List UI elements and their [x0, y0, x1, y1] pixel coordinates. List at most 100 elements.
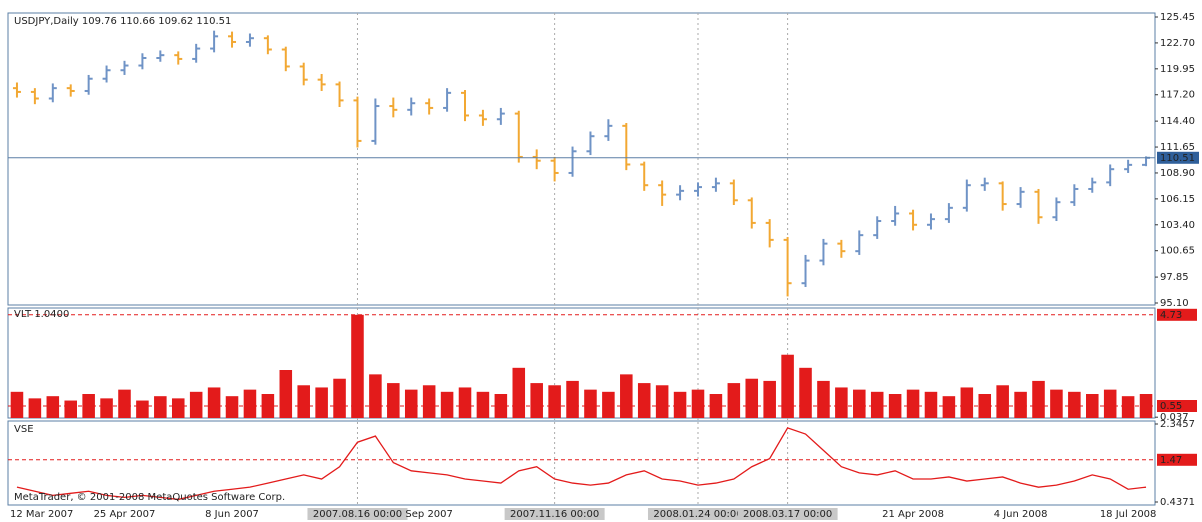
bar [906, 389, 920, 418]
bar [100, 398, 113, 418]
x-tick-label: 4 Jun 2008 [994, 509, 1048, 520]
bar [351, 314, 364, 418]
y-tick-label: 119.95 [1160, 64, 1195, 75]
x-tick-label: 2008.01.24 00:00 [653, 509, 742, 520]
x-tick-label: 12 Mar 2007 [10, 509, 73, 520]
bar [960, 387, 974, 418]
bar [64, 400, 77, 418]
y-tick-label: 106.15 [1160, 194, 1195, 205]
y-tick-label: 103.40 [1160, 220, 1195, 231]
bar [404, 389, 418, 418]
bar [1086, 394, 1099, 418]
indicator-title: VSE [14, 424, 34, 435]
bar [870, 391, 884, 418]
bar [584, 389, 597, 418]
price-label: 110.51 [1160, 153, 1195, 164]
x-tick-label: 2007.11.16 00:00 [510, 509, 599, 520]
bar [548, 385, 561, 418]
bar [888, 394, 902, 418]
level-badge [1157, 308, 1197, 321]
vse-panel [7, 420, 1156, 506]
bar [369, 374, 382, 418]
bar [763, 380, 776, 418]
date-badge [647, 508, 748, 520]
y-tick-label: 125.45 [1160, 12, 1195, 23]
bar [422, 385, 436, 418]
x-tick-label: 25 Apr 2007 [94, 509, 156, 520]
bar [279, 370, 293, 418]
bar [207, 387, 221, 418]
bar [225, 396, 239, 418]
y-tick-label: 108.90 [1160, 168, 1195, 179]
plot-layer: 125.45 122.70 119.95 117.20 114.40 111.65 108.… [8, 12, 1199, 520]
x-tick-label: 2008.03.17 00:00 [743, 509, 832, 520]
bar [136, 400, 149, 418]
bar [118, 389, 131, 418]
bar [1121, 396, 1135, 418]
bar [691, 389, 705, 418]
bar [387, 383, 400, 418]
y-tick-label: 100.65 [1160, 246, 1195, 257]
bar [799, 367, 812, 418]
bar [476, 391, 490, 418]
bar [817, 380, 830, 418]
indicator-title: VLT 1.0400 [14, 309, 69, 320]
bar [1139, 394, 1153, 418]
bar [853, 389, 866, 418]
date-badge [737, 508, 838, 520]
chart-title: USDJPY,Daily 109.76 110.66 109.62 110.51 [14, 16, 231, 27]
bar [1014, 391, 1027, 418]
y-tick-label: 0.4371 [1160, 497, 1195, 508]
price-badge [1157, 151, 1199, 164]
bar [243, 389, 257, 418]
bar [781, 354, 794, 418]
x-tick-label: 2007.08.16 00:00 [313, 509, 402, 520]
level-label: 0.55 [1160, 401, 1182, 412]
bar [315, 387, 328, 418]
y-tick-label: 95.10 [1160, 298, 1189, 309]
x-tick-label: 8 Jun 2007 [205, 509, 259, 520]
bar [530, 383, 543, 418]
bar [835, 387, 848, 418]
bar [297, 385, 310, 418]
bar [1103, 389, 1117, 418]
y-tick-label: 122.70 [1160, 38, 1195, 49]
bar [1032, 380, 1045, 418]
y-tick-label: 0.037 [1160, 412, 1189, 423]
bar [942, 396, 956, 418]
bar [655, 385, 669, 418]
level-label: 1.47 [1160, 455, 1182, 466]
level-badge [1157, 400, 1197, 412]
bar [673, 391, 687, 418]
y-tick-label: 2.3457 [1160, 419, 1195, 430]
level-badge [1157, 453, 1197, 466]
y-tick-label: 111.65 [1160, 142, 1195, 153]
y-tick-label: 117.20 [1160, 90, 1195, 101]
bar [1050, 389, 1063, 418]
bar [620, 374, 633, 418]
x-tick-label: 21 Apr 2008 [882, 509, 944, 520]
bar [189, 391, 203, 418]
bar [602, 391, 615, 418]
y-tick-label: 97.85 [1160, 272, 1189, 283]
level-label: 4.73 [1160, 310, 1182, 321]
indicator-line [16, 427, 1147, 501]
bar [745, 378, 759, 418]
x-tick-label: Sep 2007 [405, 509, 452, 520]
bar [28, 398, 42, 418]
date-badge [307, 508, 408, 520]
date-badge [504, 508, 605, 520]
price-panel [7, 12, 1156, 306]
copyright: MetaTrader, © 2001-2008 MetaQuotes Softw… [14, 492, 285, 503]
bar [171, 398, 185, 418]
bar [333, 378, 346, 418]
y-tick-label: 114.40 [1160, 116, 1195, 127]
bar [727, 383, 741, 418]
bar [924, 391, 938, 418]
bar [154, 396, 167, 418]
bar [512, 367, 526, 418]
bar [10, 391, 24, 418]
bar [458, 387, 472, 418]
bar [440, 391, 454, 418]
